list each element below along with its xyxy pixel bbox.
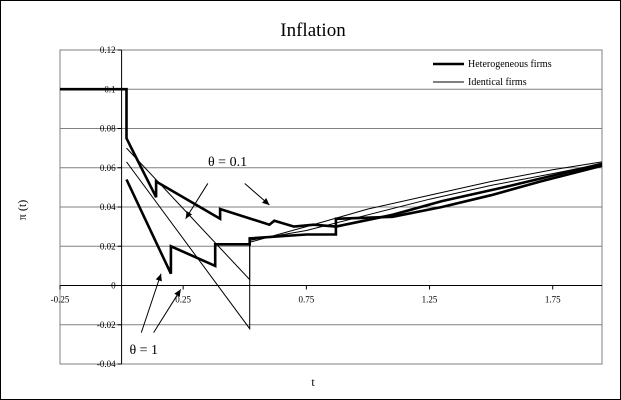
y-tick-label: 0.12 (100, 45, 116, 55)
y-axis-label: π (t) (15, 200, 29, 220)
annotation-layer: θ = 0.1 θ = 1 (129, 155, 270, 358)
y-tick-label: 0 (111, 281, 116, 291)
annotation-arrow (153, 289, 182, 333)
x-axis-label: t (311, 375, 315, 389)
y-tick-label: 0.08 (100, 124, 116, 134)
series-0 (60, 87, 603, 275)
annotation-arrowhead (174, 289, 181, 298)
annotation-arrowhead (262, 198, 270, 206)
x-tick-labels: -0.25 0.25 0.75 1.25 1.75 (51, 295, 561, 305)
series-1 (126, 147, 603, 331)
chart-title: Inflation (280, 20, 346, 41)
y-tick-label: 0.06 (100, 163, 116, 173)
gridlines (60, 49, 602, 365)
annotation-arrowhead (185, 211, 193, 219)
annotation-label: θ = 0.1 (208, 155, 247, 170)
y-tick-label: -0.04 (97, 359, 116, 369)
x-tick-label: 1.75 (545, 295, 561, 305)
annotation: θ = 1 (129, 273, 182, 358)
series-layer (60, 87, 603, 331)
annotation: θ = 0.1 (185, 155, 270, 220)
series-line (60, 87, 603, 229)
legend-label-identical: Identical firms (468, 77, 527, 88)
x-tick-label: 0.25 (175, 295, 191, 305)
series-line (126, 161, 603, 331)
annotation-arrowhead (155, 273, 162, 282)
annotation-arrow (140, 273, 162, 333)
y-tick-label: -0.02 (97, 320, 116, 330)
annotation-label: θ = 1 (129, 343, 158, 358)
x-tick-label: 1.25 (422, 295, 438, 305)
y-tick-label: 0.04 (100, 202, 116, 212)
x-tick-label: -0.25 (51, 295, 70, 305)
legend-label-heterogeneous: Heterogeneous firms (468, 59, 552, 70)
legend: Heterogeneous firms Identical firms (433, 59, 552, 88)
y-tick-label: 0.02 (100, 241, 116, 251)
series-line (125, 162, 603, 275)
x-tick-label: 0.75 (298, 295, 314, 305)
